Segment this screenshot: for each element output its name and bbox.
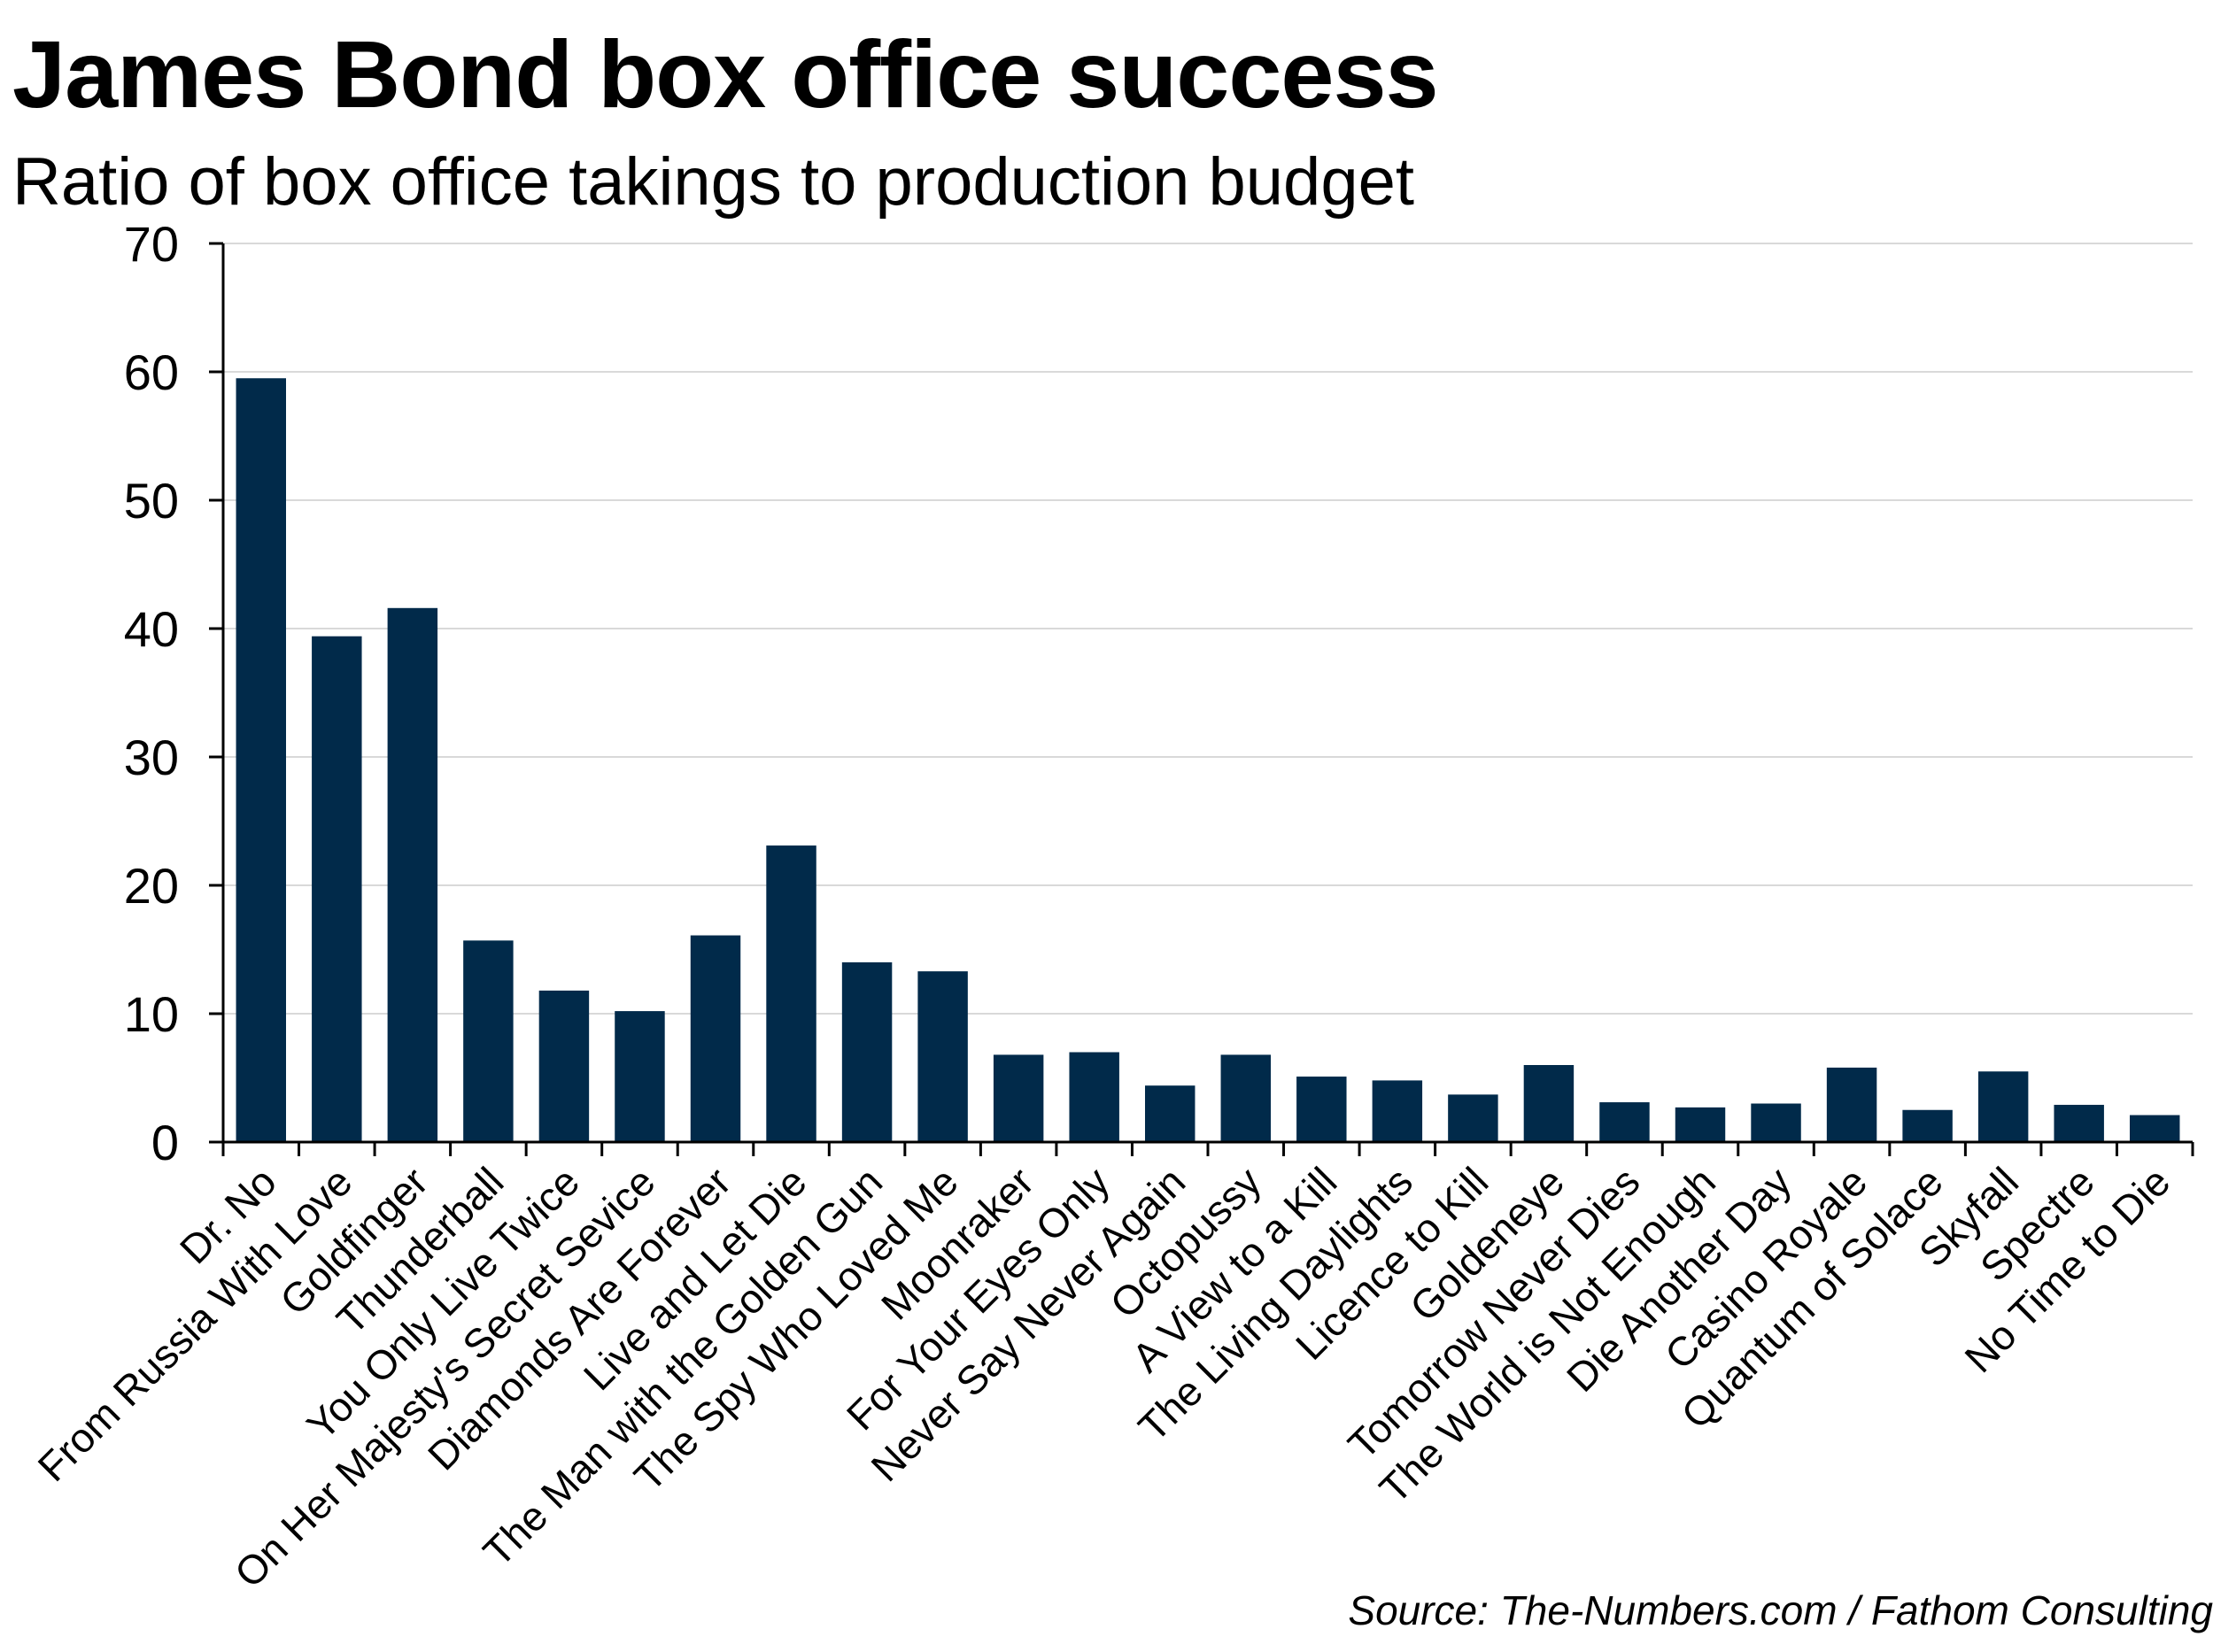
y-tick-labels: 0 10 20 30 40 50 60 70: [124, 216, 179, 1170]
bar: [1826, 1067, 1877, 1142]
bar: [1145, 1085, 1195, 1142]
y-tick-label: 50: [124, 473, 179, 529]
y-tick-label: 10: [124, 986, 179, 1042]
bar: [1296, 1077, 1347, 1142]
bar: [841, 962, 893, 1142]
bar: [312, 636, 362, 1142]
bar: [690, 935, 741, 1142]
bar: [993, 1054, 1044, 1142]
y-tick-label: 30: [124, 730, 179, 785]
y-tick-label: 0: [151, 1115, 179, 1170]
gridlines: [223, 243, 2193, 1015]
chart-subtitle: Ratio of box office takings to productio…: [12, 144, 1414, 220]
chart-title: James Bond box office success: [12, 20, 1439, 127]
bar: [1977, 1071, 2029, 1142]
bar: [2054, 1104, 2104, 1142]
x-category-label: From Russia With Love: [29, 1158, 361, 1490]
bar: [917, 971, 968, 1142]
bar: [1599, 1102, 1650, 1142]
axes: [209, 242, 2194, 1156]
bar: [1902, 1109, 1953, 1142]
y-tick-label: 60: [124, 344, 179, 400]
bar: [766, 845, 816, 1142]
y-tick-label: 70: [124, 216, 179, 272]
bar: [538, 990, 590, 1142]
bar: [1523, 1065, 1575, 1142]
bar: [1220, 1054, 1271, 1142]
bar: [1751, 1103, 1801, 1142]
bar: [236, 378, 286, 1142]
y-tick-label: 20: [124, 858, 179, 914]
source-note: Source: The-Numbers.com / Fathom Consult…: [1348, 1587, 2213, 1633]
bar: [1675, 1107, 1726, 1142]
y-tick-label: 40: [124, 601, 179, 657]
bar: [615, 1011, 665, 1142]
bar: [463, 940, 514, 1142]
bars: [236, 378, 2180, 1142]
bar: [1448, 1094, 1498, 1142]
bar: [1372, 1080, 1423, 1142]
bar: [2130, 1115, 2180, 1142]
bar: [387, 607, 438, 1142]
bar: [1069, 1052, 1119, 1142]
